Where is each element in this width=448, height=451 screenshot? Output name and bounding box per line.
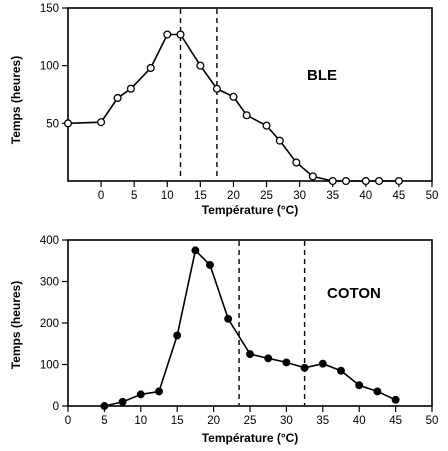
coton-y-tick-label: 200: [40, 318, 59, 330]
coton-data-point: [173, 331, 182, 340]
ble-x-tick-label: 35: [326, 190, 339, 202]
ble-x-tick-label: 30: [293, 190, 306, 202]
coton-data-point: [118, 397, 127, 406]
coton-y-axis-title: Temps (heures): [9, 281, 23, 369]
ble-x-tick-label: 0: [98, 190, 104, 202]
coton-x-tick-label: 30: [280, 415, 293, 427]
coton-x-tick-label: 20: [207, 415, 220, 427]
ble-x-tick-label: 5: [131, 190, 137, 202]
coton-chart-panel: COTON Température (°C) Temps (heures) 0 5…: [9, 235, 438, 445]
ble-data-point: [308, 172, 317, 181]
coton-y-tick-label: 400: [40, 235, 59, 247]
ble-x-tick-label: 40: [359, 190, 372, 202]
coton-x-tick-label: 40: [353, 415, 366, 427]
ble-x-axis-title: Température (°C): [202, 203, 299, 217]
coton-data-point: [224, 314, 233, 323]
ble-data-point: [212, 84, 221, 93]
coton-data-point: [373, 387, 382, 396]
ble-data-point: [275, 136, 284, 145]
ble-y-tick-label: 150: [40, 3, 59, 15]
coton-data-point: [282, 358, 291, 367]
coton-data-point: [155, 387, 163, 396]
ble-data-point: [328, 176, 337, 186]
ble-series-line: [67, 33, 399, 182]
ble-data-point: [176, 30, 185, 39]
ble-chart-panel: BLE Température (°C) Temps (heures) 0 5 10…: [9, 3, 438, 217]
ble-data-point: [163, 30, 172, 39]
coton-data-point: [318, 359, 327, 368]
coton-data-point: [136, 390, 145, 399]
coton-x-tick-label: 0: [65, 415, 71, 427]
ble-x-tick-label: 45: [393, 190, 406, 202]
coton-x-tick-label: 45: [389, 415, 402, 427]
ble-data-point: [196, 61, 205, 70]
ble-data-point: [63, 119, 73, 128]
ble-y-tick-label: 50: [46, 118, 59, 130]
coton-x-tick-label: 50: [426, 415, 439, 427]
coton-x-tick-label: 10: [134, 415, 147, 427]
coton-y-tick-label: 0: [53, 401, 59, 413]
coton-panel-label: COTON: [327, 285, 381, 302]
ble-data-point: [375, 176, 384, 186]
ble-data-point: [146, 63, 155, 73]
coton-data-point: [100, 402, 109, 410]
ble-data-point: [97, 118, 106, 127]
ble-data-point: [229, 92, 238, 101]
coton-data-point: [300, 363, 309, 372]
coton-y-tick-label: 100: [40, 360, 59, 372]
coton-data-point: [246, 350, 254, 359]
ble-data-point: [341, 176, 351, 186]
coton-x-axis-title: Température (°C): [202, 431, 299, 445]
coton-data-point: [391, 395, 400, 404]
coton-data-point: [355, 381, 364, 390]
ble-data-point: [242, 111, 251, 120]
ble-data-point: [126, 84, 135, 93]
ble-data-point: [262, 121, 271, 130]
ble-data-point: [394, 176, 403, 186]
coton-series-line: [104, 248, 396, 407]
ble-data-point: [113, 93, 122, 103]
coton-x-tick-label: 15: [171, 415, 184, 427]
ble-x-tick-label: 10: [161, 190, 174, 202]
ble-x-tick-label: 20: [227, 190, 240, 202]
ble-x-tick-label: 25: [260, 190, 273, 202]
coton-x-tick-label: 35: [316, 415, 329, 427]
ble-panel-label: BLE: [307, 67, 337, 84]
coton-x-tick-label: 25: [244, 415, 257, 427]
coton-data-point: [206, 260, 214, 269]
coton-y-tick-label: 300: [40, 277, 59, 289]
coton-plot-frame: [67, 239, 433, 407]
ble-y-tick-label: 100: [40, 61, 59, 73]
ble-plot-frame: [67, 7, 433, 182]
ble-y-axis-title: Temps (heures): [9, 56, 23, 144]
coton-x-tick-label: 5: [101, 415, 107, 427]
coton-data-point: [191, 246, 200, 255]
ble-data-point: [292, 158, 301, 167]
ble-x-tick-label: 50: [426, 190, 439, 202]
coton-data-point: [337, 366, 345, 375]
coton-data-point: [264, 354, 273, 363]
ble-data-point: [361, 176, 370, 186]
ble-x-tick-label: 15: [194, 190, 207, 202]
